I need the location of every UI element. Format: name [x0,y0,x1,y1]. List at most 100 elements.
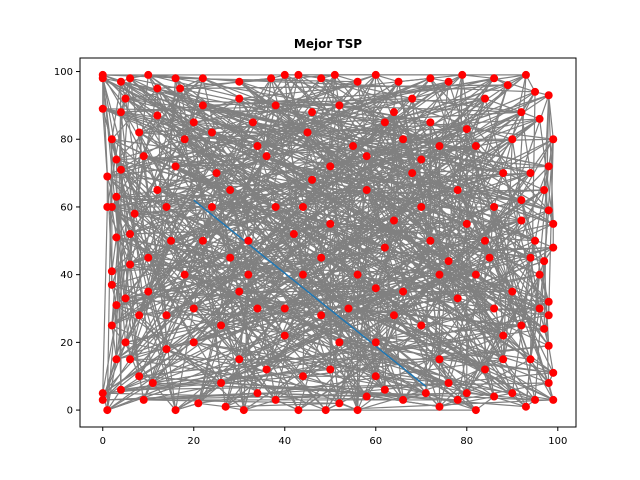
tour-edge [198,402,226,408]
tour-edge [238,145,440,360]
city-point [408,169,417,178]
city-point [453,395,462,404]
city-point [526,253,535,262]
city-point [426,118,435,127]
city-point [235,94,244,103]
city-point [540,186,549,195]
tour-edge [125,98,522,113]
city-point [485,253,494,262]
tour-edge [275,172,504,208]
city-point [107,267,116,276]
y-axis: 0 20 40 60 80 100 [54,67,80,417]
tour-edge [225,402,340,408]
city-point [508,389,517,398]
tour-edge [111,104,204,208]
city-point [453,294,462,303]
city-point [98,104,107,113]
tour-edge [275,372,554,401]
city-point [490,74,499,83]
tour-edge [111,325,117,360]
tour-edge [111,74,463,326]
city-point [335,338,344,347]
city-point [389,216,398,225]
tour-edge [139,335,504,377]
city-point [171,162,180,171]
tour-edge [220,209,549,327]
city-point [112,233,121,242]
city-point [380,385,389,394]
tour-edge [129,260,449,360]
city-point [153,111,162,120]
y-tick-label: 60 [60,202,73,213]
city-point [549,135,558,144]
tour-edge [152,111,395,384]
city-point [426,74,435,83]
city-points [98,70,558,415]
city-point [540,324,549,333]
tour-edge [180,84,508,90]
city-point [549,243,558,252]
city-point [280,304,289,313]
city-point [253,304,262,313]
city-point [462,219,471,228]
tour-edge [457,274,541,401]
city-point [521,402,530,411]
city-point [394,77,403,86]
y-tick-label: 0 [67,406,73,417]
city-point [130,209,139,218]
tour-edge [284,118,540,309]
city-point [499,331,508,340]
x-tick-label: 60 [369,436,382,447]
city-point [535,304,544,313]
tour-edge [111,206,117,238]
tour-edge [102,392,404,401]
city-point [135,372,144,381]
city-point [121,294,130,303]
city-point [544,297,553,306]
city-point [417,202,426,211]
tour-edge [193,233,295,343]
tour-edge [229,257,549,384]
city-point [426,236,435,245]
city-point [362,186,371,195]
tour-edge [238,291,259,394]
tour-edge [111,233,131,286]
tour-edge [325,91,536,411]
city-point [535,114,544,123]
city-point [126,230,135,239]
city-point [462,389,471,398]
city-point [344,304,353,313]
city-point [280,331,289,340]
city-point [549,219,558,228]
plot-frame [79,57,577,428]
tour-edge [356,156,368,275]
tour-edge [130,263,476,276]
tour-edge [102,77,177,167]
tour-edge [102,206,108,394]
tour-edge [466,98,486,130]
tour-edge [129,263,486,371]
city-point [271,395,280,404]
tour-edge [116,145,440,238]
city-point [517,108,526,117]
tour-edge [357,81,491,259]
city-point [298,372,307,381]
tour-edge [116,145,476,198]
tour-edge [193,81,399,309]
city-point [262,152,271,161]
tour-edge [156,115,286,336]
tour-edge [275,165,331,208]
city-point [380,118,389,127]
city-point [153,84,162,93]
city-point [144,253,153,262]
tour-edge [166,84,509,316]
tour-edge [166,74,527,350]
tour-edge [175,77,459,299]
city-point [126,74,135,83]
city-point [517,216,526,225]
tour-edge [520,274,541,326]
city-point [271,101,280,110]
city-point [308,175,317,184]
tour-edge [330,301,549,371]
tour-edge [438,74,463,360]
